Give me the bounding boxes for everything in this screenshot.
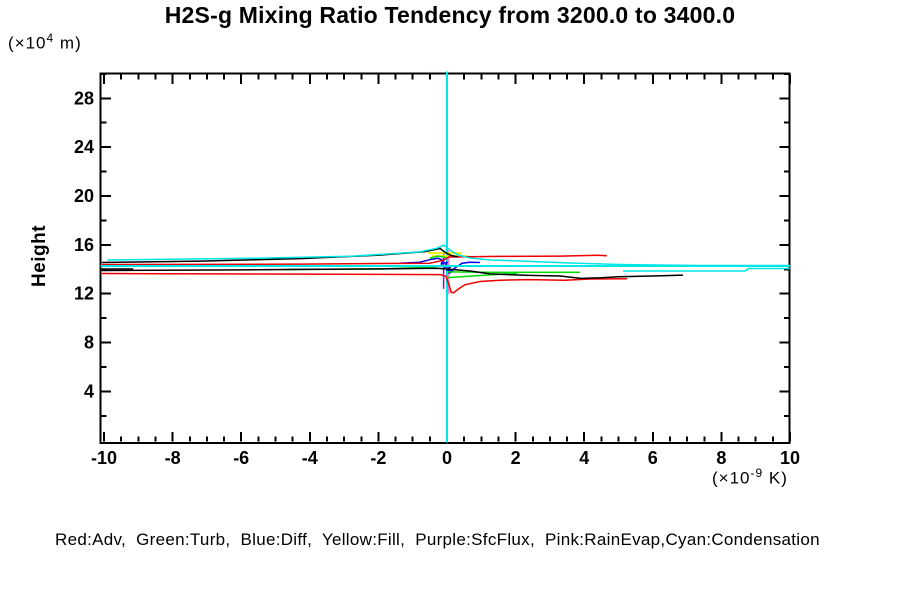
x-tick-label: 0 — [442, 448, 452, 468]
y-tick-label: 16 — [74, 235, 94, 255]
y-tick-label: 20 — [74, 186, 94, 206]
y-tick-label: 12 — [74, 284, 94, 304]
x-tick-label: 8 — [716, 448, 726, 468]
series-turb-right — [447, 271, 581, 274]
series-condensation-step — [623, 267, 790, 272]
y-unit-exponent: 4 — [46, 31, 55, 45]
y-axis-unit-label: (×104 m) — [8, 31, 82, 54]
x-tick-label: -6 — [233, 448, 249, 468]
x-tick-label: 2 — [511, 448, 521, 468]
y-tick-label: 28 — [74, 88, 94, 108]
series-adv-lower — [101, 272, 628, 294]
x-tick-label: 4 — [579, 448, 589, 468]
y-tick-label: 8 — [84, 333, 94, 353]
x-tick-label: -8 — [165, 448, 181, 468]
plot-box — [99, 72, 791, 444]
legend-text: Red:Adv, Green:Turb, Blue:Diff, Yellow:F… — [55, 530, 820, 549]
x-tick-label: 6 — [648, 448, 658, 468]
series-total-upper — [101, 247, 459, 264]
x-tick-label: -4 — [302, 448, 318, 468]
series-condensation-curve — [107, 244, 790, 267]
x-tick-label: -2 — [370, 448, 386, 468]
y-tick-label: 4 — [84, 381, 94, 401]
x-tick-label: 10 — [780, 448, 800, 468]
y-tick-label: 24 — [74, 137, 94, 157]
x-unit-suffix: K) — [763, 468, 788, 488]
series-turb-center — [429, 255, 447, 259]
x-unit-exponent: -9 — [750, 466, 764, 480]
series-adv-upper — [101, 254, 607, 266]
y-unit-suffix: m) — [54, 33, 82, 53]
x-unit-prefix: (×10 — [712, 468, 751, 488]
x-tick-label: -10 — [91, 448, 117, 468]
x-axis-unit-label: (×10-9 K) — [712, 466, 788, 489]
y-unit-prefix: (×10 — [8, 33, 47, 53]
chart-title: H2S-g Mixing Ratio Tendency from 3200.0 … — [164, 2, 736, 28]
series-total-lower — [101, 267, 684, 280]
